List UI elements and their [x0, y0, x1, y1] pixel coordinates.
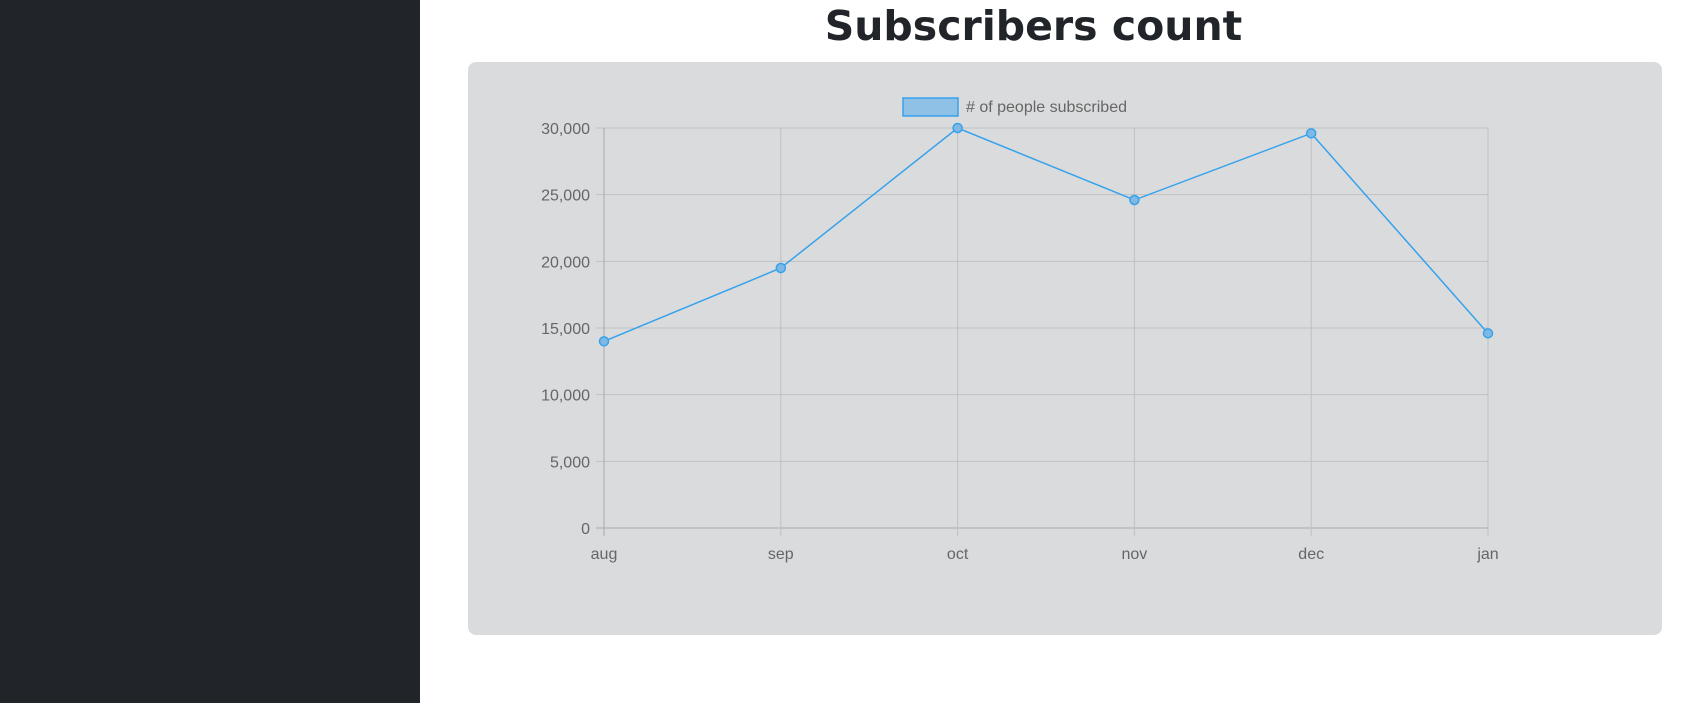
series-line — [603, 127, 1489, 343]
data-point-nov[interactable] — [1129, 194, 1140, 206]
data-point-aug[interactable] — [598, 336, 610, 347]
y-tick-label: 0 — [581, 521, 590, 538]
y-tick-label: 15,000 — [541, 321, 590, 338]
data-point-oct[interactable] — [952, 122, 963, 134]
x-tick-label: jan — [1476, 546, 1498, 563]
x-tick-label: sep — [768, 546, 794, 563]
x-tick-label: aug — [591, 546, 618, 563]
chart-card: 0 5,000 10,000 15,000 20,000 25,000 30,000 aug s… — [468, 62, 1662, 635]
y-tick-label: 10,000 — [541, 388, 590, 405]
legend-swatch[interactable] — [902, 97, 959, 117]
x-tick-label: nov — [1122, 546, 1148, 563]
y-tick-label: 30,000 — [541, 121, 590, 138]
y-tick-label: 5,000 — [550, 454, 590, 471]
page-title: Subscribers count — [824, 2, 1243, 50]
y-tick-label: 25,000 — [541, 188, 590, 205]
main-content: Subscribers count 0 5,000 10,000 15,000 20,0… — [420, 0, 1699, 703]
legend-label[interactable]: # of people subscribed — [966, 99, 1127, 116]
x-tick-label: dec — [1298, 546, 1324, 563]
x-tick-label: oct — [947, 546, 969, 563]
legend[interactable]: # of people subscribed — [902, 97, 1127, 117]
series-layer — [598, 122, 1494, 347]
data-point-jan[interactable] — [1482, 328, 1494, 339]
y-tick-label: 20,000 — [541, 254, 590, 271]
axis-layer: 0 5,000 10,000 15,000 20,000 25,000 30,000 aug s… — [541, 121, 1499, 563]
grid-layer — [596, 127, 1489, 536]
data-point-sep[interactable] — [775, 262, 787, 274]
sidebar — [0, 0, 420, 703]
data-point-dec[interactable] — [1305, 128, 1317, 139]
subscribers-line-chart: 0 5,000 10,000 15,000 20,000 25,000 30,000 aug s… — [541, 97, 1499, 563]
